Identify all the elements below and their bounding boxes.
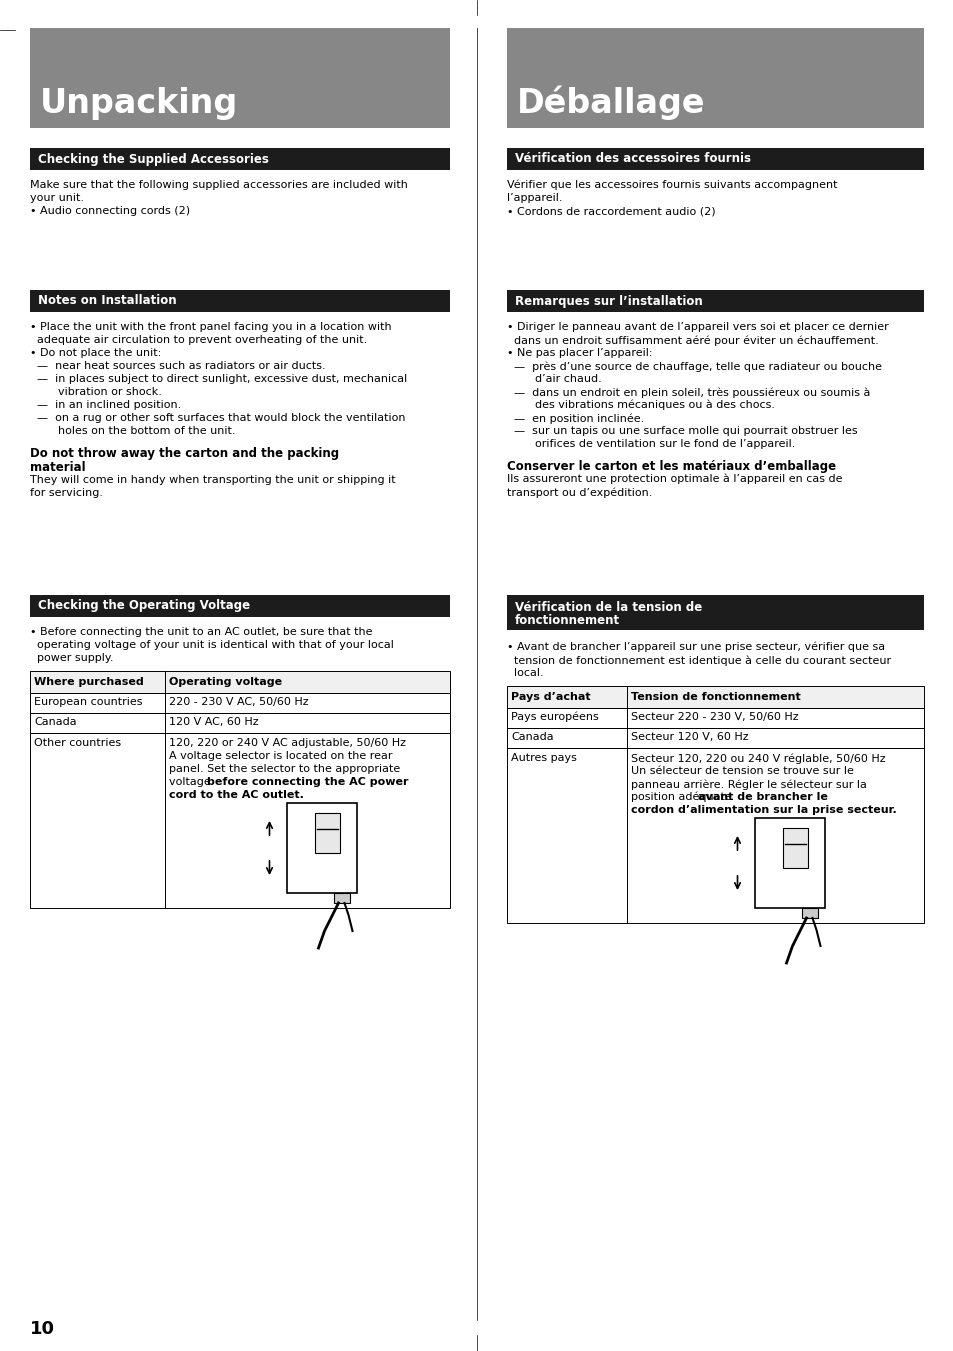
Bar	[314, 813, 339, 852]
Text: • Diriger le panneau avant de l’appareil vers soi et placer ce dernier: • Diriger le panneau avant de l’appareil…	[506, 322, 888, 332]
Text: 10: 10	[30, 1320, 55, 1337]
Text: panneau arrière. Régler le sélecteur sur la: panneau arrière. Régler le sélecteur sur…	[630, 780, 866, 789]
Text: Where purchased: Where purchased	[34, 677, 144, 688]
Text: Secteur 220 - 230 V, 50/60 Hz: Secteur 220 - 230 V, 50/60 Hz	[630, 712, 798, 721]
Text: Operating voltage: Operating voltage	[169, 677, 282, 688]
Text: —  en position inclinée.: — en position inclinée.	[506, 413, 643, 423]
Text: Tension de fonctionnement: Tension de fonctionnement	[630, 692, 800, 703]
Bar	[287, 802, 357, 893]
Text: l’appareil.: l’appareil.	[506, 193, 562, 203]
Text: your unit.: your unit.	[30, 193, 84, 203]
Text: Secteur 120 V, 60 Hz: Secteur 120 V, 60 Hz	[630, 732, 748, 742]
Text: Checking the Supplied Accessories: Checking the Supplied Accessories	[38, 153, 269, 166]
Text: cordon d’alimentation sur la prise secteur.: cordon d’alimentation sur la prise secte…	[630, 805, 896, 815]
Text: • Ne pas placer l’appareil:: • Ne pas placer l’appareil:	[506, 349, 652, 358]
Bar	[506, 28, 923, 128]
Bar	[801, 908, 818, 917]
Text: Ils assureront une protection optimale à l’appareil en cas de: Ils assureront une protection optimale à…	[506, 474, 841, 485]
Bar	[755, 817, 824, 908]
Bar	[506, 748, 923, 923]
Text: voltage: voltage	[169, 777, 214, 788]
Bar	[506, 594, 923, 630]
Text: for servicing.: for servicing.	[30, 488, 103, 499]
Text: cord to the AC outlet.: cord to the AC outlet.	[169, 790, 304, 800]
Text: panel. Set the selector to the appropriate: panel. Set the selector to the appropria…	[169, 765, 400, 774]
Text: position adéquate: position adéquate	[630, 792, 735, 802]
Bar	[506, 728, 923, 748]
Text: —  près d’une source de chauffage, telle que radiateur ou bouche: — près d’une source de chauffage, telle …	[506, 361, 882, 372]
Text: • Cordons de raccordement audio (2): • Cordons de raccordement audio (2)	[506, 205, 715, 216]
Text: operating voltage of your unit is identical with that of your local: operating voltage of your unit is identi…	[30, 640, 394, 650]
Text: —  on a rug or other soft surfaces that would block the ventilation: — on a rug or other soft surfaces that w…	[30, 413, 405, 423]
Text: Unpacking: Unpacking	[40, 86, 238, 120]
Text: Make sure that the following supplied accessories are included with: Make sure that the following supplied ac…	[30, 180, 408, 190]
Text: Conserver le carton et les matériaux d’emballage: Conserver le carton et les matériaux d’e…	[506, 459, 835, 473]
Text: Vérification des accessoires fournis: Vérification des accessoires fournis	[515, 153, 750, 166]
Text: —  near heat sources such as radiators or air ducts.: — near heat sources such as radiators or…	[30, 361, 325, 372]
Text: local.: local.	[506, 667, 543, 678]
Text: avant de brancher le: avant de brancher le	[698, 792, 827, 802]
Text: material: material	[30, 461, 86, 474]
Text: 120, 220 or 240 V AC adjustable, 50/60 Hz: 120, 220 or 240 V AC adjustable, 50/60 H…	[169, 738, 406, 748]
Text: des vibrations mécaniques ou à des chocs.: des vibrations mécaniques ou à des chocs…	[506, 400, 774, 411]
Text: Checking the Operating Voltage: Checking the Operating Voltage	[38, 600, 250, 612]
Text: Déballage: Déballage	[517, 85, 705, 120]
Text: • Avant de brancher l’appareil sur une prise secteur, vérifier que sa: • Avant de brancher l’appareil sur une p…	[506, 642, 884, 653]
Text: —  dans un endroit en plein soleil, très poussiéreux ou soumis à: — dans un endroit en plein soleil, très …	[506, 386, 869, 397]
Text: Vérification de la tension de: Vérification de la tension de	[515, 601, 701, 613]
Bar	[506, 686, 923, 708]
Bar	[30, 290, 450, 312]
Bar	[30, 28, 450, 128]
Bar	[506, 149, 923, 170]
Text: They will come in handy when transporting the unit or shipping it: They will come in handy when transportin…	[30, 476, 395, 485]
Text: orifices de ventilation sur le fond de l’appareil.: orifices de ventilation sur le fond de l…	[506, 439, 795, 449]
Bar	[30, 734, 450, 908]
Text: vibration or shock.: vibration or shock.	[30, 386, 162, 397]
Bar	[782, 828, 807, 867]
Text: Do not throw away the carton and the packing: Do not throw away the carton and the pac…	[30, 447, 338, 459]
Text: Notes on Installation: Notes on Installation	[38, 295, 176, 308]
Text: tension de fonctionnement est identique à celle du courant secteur: tension de fonctionnement est identique …	[506, 655, 890, 666]
Text: European countries: European countries	[34, 697, 142, 707]
Text: Remarques sur l’installation: Remarques sur l’installation	[515, 295, 702, 308]
Bar	[30, 693, 450, 713]
Text: Other countries: Other countries	[34, 738, 121, 748]
Text: Canada: Canada	[34, 717, 76, 727]
Text: —  in an inclined position.: — in an inclined position.	[30, 400, 181, 409]
Text: —  sur un tapis ou une surface molle qui pourrait obstruer les: — sur un tapis ou une surface molle qui …	[506, 426, 857, 436]
Text: Pays d’achat: Pays d’achat	[511, 692, 590, 703]
Text: Secteur 120, 220 ou 240 V réglable, 50/60 Hz: Secteur 120, 220 ou 240 V réglable, 50/6…	[630, 753, 884, 763]
Text: Vérifier que les accessoires fournis suivants accompagnent: Vérifier que les accessoires fournis sui…	[506, 180, 837, 190]
Bar	[335, 893, 350, 902]
Text: Canada: Canada	[511, 732, 553, 742]
Text: • Place the unit with the front panel facing you in a location with: • Place the unit with the front panel fa…	[30, 322, 392, 332]
Text: A voltage selector is located on the rear: A voltage selector is located on the rea…	[169, 751, 392, 761]
Bar	[30, 149, 450, 170]
Bar	[506, 290, 923, 312]
Text: 220 - 230 V AC, 50/60 Hz: 220 - 230 V AC, 50/60 Hz	[169, 697, 309, 707]
Text: • Before connecting the unit to an AC outlet, be sure that the: • Before connecting the unit to an AC ou…	[30, 627, 372, 638]
Text: holes on the bottom of the unit.: holes on the bottom of the unit.	[30, 426, 235, 436]
Bar	[506, 708, 923, 728]
Text: Pays européens: Pays européens	[511, 712, 598, 723]
Text: Un sélecteur de tension se trouve sur le: Un sélecteur de tension se trouve sur le	[630, 766, 853, 775]
Text: transport ou d’expédition.: transport ou d’expédition.	[506, 486, 652, 497]
Bar	[30, 713, 450, 734]
Text: • Audio connecting cords (2): • Audio connecting cords (2)	[30, 205, 190, 216]
Text: • Do not place the unit:: • Do not place the unit:	[30, 349, 161, 358]
Text: Autres pays: Autres pays	[511, 753, 577, 763]
Text: before connecting the AC power: before connecting the AC power	[207, 777, 408, 788]
Text: 120 V AC, 60 Hz: 120 V AC, 60 Hz	[169, 717, 258, 727]
Text: adequate air circulation to prevent overheating of the unit.: adequate air circulation to prevent over…	[30, 335, 367, 345]
Bar	[30, 671, 450, 693]
Text: dans un endroit suffisamment aéré pour éviter un échauffement.: dans un endroit suffisamment aéré pour é…	[506, 335, 878, 346]
Bar	[30, 594, 450, 617]
Text: power supply.: power supply.	[30, 653, 113, 663]
Text: —  in places subject to direct sunlight, excessive dust, mechanical: — in places subject to direct sunlight, …	[30, 374, 407, 384]
Text: d’air chaud.: d’air chaud.	[506, 374, 601, 384]
Text: fonctionnement: fonctionnement	[515, 613, 619, 627]
